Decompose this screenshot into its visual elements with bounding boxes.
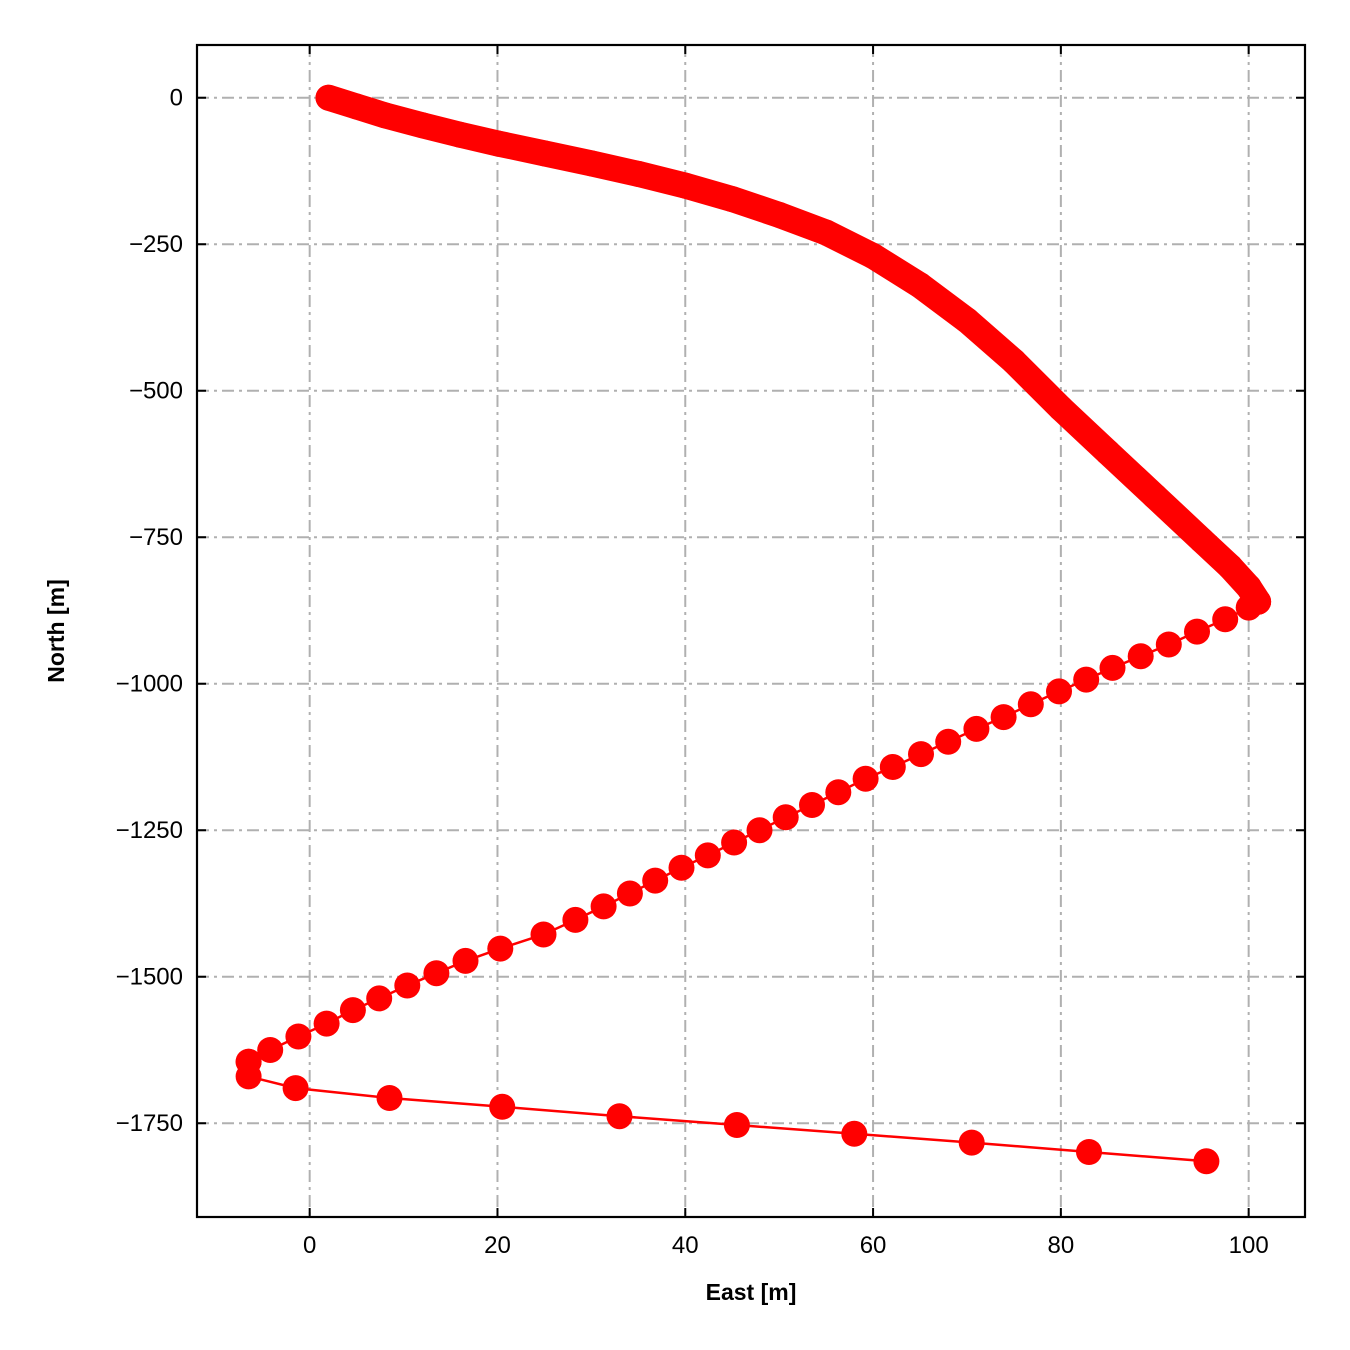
y-tick-label: −1500 (116, 964, 183, 991)
data-point (990, 704, 1017, 731)
x-tick-label: 80 (1048, 1232, 1075, 1259)
y-tick-label: −1750 (116, 1110, 183, 1137)
data-point (625, 160, 652, 187)
data-point (315, 84, 342, 111)
data-point (672, 172, 699, 199)
data-point (285, 1023, 312, 1050)
data-point (642, 867, 669, 894)
data-point (1155, 631, 1182, 658)
data-point (954, 307, 980, 334)
x-axis-label: East [m] (706, 1279, 797, 1305)
tick-labels: 0 20 40 60 80 100 0 −250 −500 −750 −1000 −1250 −1500… (116, 85, 1269, 1259)
x-tick-label: 100 (1229, 1232, 1269, 1259)
data-point (1047, 395, 1074, 422)
data-point (606, 1103, 633, 1130)
data-point (409, 112, 436, 139)
data-point (257, 1037, 284, 1063)
data-point (841, 1120, 868, 1147)
data-point (1046, 678, 1072, 705)
data-point (487, 935, 514, 962)
data-point (694, 842, 721, 869)
data-point (1000, 348, 1027, 375)
data-point (879, 754, 906, 780)
data-point (799, 792, 825, 818)
data-point (484, 130, 511, 157)
y-tick-label: 0 (170, 85, 183, 112)
data-point (339, 997, 366, 1024)
data-point (1212, 606, 1239, 633)
plot-frame (195, 43, 1307, 1219)
data-point (313, 1010, 340, 1037)
data-point (963, 715, 990, 742)
data-point (489, 1093, 516, 1120)
data-point (616, 880, 643, 907)
plot-data (235, 84, 1272, 1175)
data-point (1094, 439, 1121, 466)
data-point (813, 219, 840, 246)
data-point (366, 985, 393, 1012)
data-point (1073, 666, 1100, 693)
x-tick-label: 0 (303, 1232, 316, 1259)
data-point (1216, 553, 1243, 580)
data-point (578, 150, 605, 177)
data-point (1099, 654, 1126, 681)
data-point (1076, 1139, 1102, 1165)
data-point (452, 947, 479, 974)
x-tick-label: 20 (484, 1232, 511, 1259)
y-tick-label: −500 (129, 378, 183, 405)
data-point (1017, 691, 1044, 718)
data-point (235, 1063, 262, 1090)
data-point (530, 921, 557, 948)
data-point (423, 960, 450, 987)
data-point (1235, 594, 1262, 621)
y-axis-label: North [m] (43, 579, 69, 682)
data-point (860, 243, 887, 269)
grid (197, 45, 1305, 1217)
data-point (852, 765, 879, 792)
data-point (721, 829, 748, 856)
y-tick-label: −750 (129, 524, 183, 551)
data-point (282, 1075, 309, 1102)
data-point (343, 93, 370, 120)
data-point (907, 272, 933, 299)
x-tick-label: 40 (672, 1232, 699, 1259)
ticks (197, 45, 1305, 1217)
data-point (531, 140, 558, 167)
data-point (935, 728, 962, 755)
data-point (562, 906, 589, 933)
data-point (394, 972, 421, 999)
data-point (371, 102, 398, 129)
data-point (1188, 527, 1215, 554)
data-point (446, 121, 473, 148)
data-point (958, 1129, 985, 1156)
data-point (825, 779, 852, 806)
data-point (772, 804, 799, 831)
y-tick-label: −1250 (116, 817, 183, 844)
data-point (1141, 483, 1168, 510)
data-point (723, 1112, 750, 1138)
y-tick-label: −1000 (116, 671, 183, 698)
data-point (1184, 618, 1210, 645)
y-tick-label: −250 (129, 231, 183, 258)
data-point (1193, 1148, 1220, 1175)
data-point (668, 854, 695, 881)
data-point (376, 1085, 403, 1111)
x-tick-label: 60 (860, 1232, 887, 1259)
data-point (590, 893, 617, 920)
data-point (746, 817, 773, 844)
data-point (766, 201, 793, 228)
data-point (908, 741, 934, 768)
data-point (719, 186, 746, 213)
data-point (1127, 643, 1154, 670)
